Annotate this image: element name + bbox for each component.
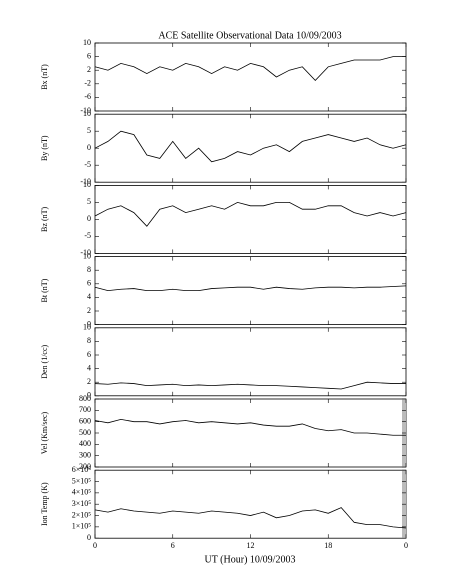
y-tick-label: 0 <box>87 143 91 152</box>
y-tick-label: -2 <box>84 79 91 88</box>
data-line <box>94 381 406 390</box>
x-tick-label: 0 <box>404 541 408 550</box>
y-axis-label: Bt (nT) <box>40 278 49 302</box>
y-tick-label: 500 <box>79 428 91 437</box>
y-tick-label: 4 <box>87 292 91 301</box>
y-tick-label: -10 <box>80 248 91 257</box>
y-axis-label: By (nT) <box>40 135 49 161</box>
data-line <box>94 56 406 81</box>
y-tick-label: 4 <box>87 363 91 372</box>
chart-title: ACE Satellite Observational Data 10/09/2… <box>158 30 341 41</box>
panel-frame <box>94 256 407 326</box>
y-tick-label: -6 <box>84 92 91 101</box>
data-line <box>94 130 407 163</box>
y-tick-label: 0 <box>87 319 91 328</box>
y-tick-label: 6×10⁵ <box>72 465 92 474</box>
y-tick-label: 800 <box>79 394 91 403</box>
y-tick-label: 10 <box>83 251 91 260</box>
y-tick-label: 0 <box>87 533 91 542</box>
y-tick-label: 6 <box>87 279 91 288</box>
y-tick-label: -5 <box>84 231 91 240</box>
y-axis-label: Ion Temp (K) <box>40 482 49 526</box>
y-tick-label: 0 <box>87 214 91 223</box>
panel-frame <box>94 113 407 183</box>
y-tick-label: 5 <box>87 197 91 206</box>
y-tick-label: -10 <box>80 177 91 186</box>
data-line <box>94 285 407 292</box>
y-tick-label: 6 <box>87 51 91 60</box>
y-tick-label: -5 <box>84 160 91 169</box>
y-tick-label: 5 <box>87 126 91 135</box>
y-axis-label: Den (1/cc) <box>40 344 49 378</box>
y-tick-label: -10 <box>80 106 91 115</box>
y-tick-label: 3×10⁵ <box>72 499 92 508</box>
y-tick-label: 300 <box>79 450 91 459</box>
panel-frame <box>94 184 407 254</box>
y-tick-label: 2 <box>87 65 91 74</box>
x-tick-label: 6 <box>171 541 175 550</box>
panel-frame <box>94 469 407 539</box>
y-axis-label: Vel (Km/sec) <box>40 411 49 454</box>
y-tick-label: 8 <box>87 265 91 274</box>
x-tick-label: 12 <box>247 541 255 550</box>
y-axis-label: Bz (nT) <box>40 207 49 232</box>
data-line <box>94 418 406 436</box>
y-tick-label: 700 <box>79 405 91 414</box>
y-tick-label: 0 <box>87 391 91 400</box>
x-tick-label: 0 <box>93 541 97 550</box>
y-tick-label: 10 <box>83 38 91 47</box>
y-tick-label: 10 <box>83 180 91 189</box>
y-tick-label: 2×10⁵ <box>72 510 92 519</box>
panel-frame <box>94 327 407 397</box>
data-line <box>94 507 407 529</box>
x-axis-label: UT (Hour) 10/09/2003 <box>205 554 296 565</box>
y-tick-label: 5×10⁵ <box>72 476 92 485</box>
y-tick-label: 600 <box>79 416 91 425</box>
x-tick-label: 18 <box>324 541 332 550</box>
y-tick-label: 200 <box>79 462 91 471</box>
y-tick-label: 10 <box>83 323 91 332</box>
y-tick-label: 2 <box>87 377 91 386</box>
y-tick-label: 400 <box>79 439 91 448</box>
panel-frame <box>94 42 407 112</box>
y-tick-label: 10 <box>83 109 91 118</box>
y-tick-label: 1×10⁵ <box>72 522 92 531</box>
y-axis-label: Bx (nT) <box>40 64 49 90</box>
y-tick-label: 6 <box>87 350 91 359</box>
y-tick-label: 8 <box>87 336 91 345</box>
y-tick-label: 4×10⁵ <box>72 488 92 497</box>
data-line <box>94 201 407 227</box>
y-tick-label: 2 <box>87 306 91 315</box>
